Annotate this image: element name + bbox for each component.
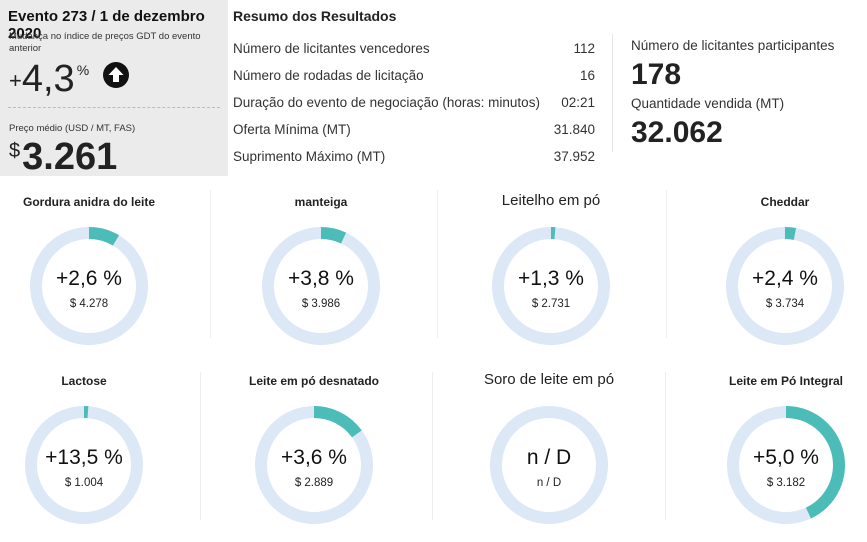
average-price: $ 3.261 xyxy=(9,137,117,177)
change-donut: n / D n / D xyxy=(488,404,610,526)
divider xyxy=(432,372,433,520)
summary-row-value: 112 xyxy=(573,41,595,56)
product-price: $ 3.734 xyxy=(765,298,805,310)
product-name: Leite em pó desnatado xyxy=(248,374,380,388)
summary-row-label: Suprimento Máximo (MT) xyxy=(233,149,386,164)
divider xyxy=(210,190,211,338)
change-value: 4,3 xyxy=(21,58,75,100)
participants-value: 178 xyxy=(631,58,682,91)
divider xyxy=(200,372,201,520)
change-unit: % xyxy=(76,62,90,78)
price-index-change: + 4,3 % xyxy=(9,58,89,100)
summary-row: Oferta Mínima (MT) 31.840 xyxy=(233,122,595,137)
product-change: +2,4 % xyxy=(752,267,818,290)
product-change: +13,5 % xyxy=(45,446,123,469)
product-card[interactable]: Leitelho em pó +1,3 % $ 2.731 xyxy=(442,192,660,363)
summary-row-value: 16 xyxy=(579,68,595,83)
summary-row-label: Número de licitantes vencedores xyxy=(233,41,430,56)
donut-fill xyxy=(25,406,143,524)
change-donut: +3,6 % $ 2.889 xyxy=(253,404,375,526)
product-change: +5,0 % xyxy=(753,446,819,469)
product-name: Leitelho em pó xyxy=(501,192,601,209)
product-change: +2,6 % xyxy=(56,267,122,290)
divider xyxy=(665,372,666,520)
summary-row-label: Duração do evento de negociação (horas: … xyxy=(233,95,540,110)
product-change: +1,3 % xyxy=(518,267,584,290)
product-change: n / D xyxy=(526,446,572,469)
divider xyxy=(666,190,667,338)
summary-row-label: Oferta Mínima (MT) xyxy=(233,122,351,137)
product-price: $ 4.278 xyxy=(69,298,109,310)
donut-fill xyxy=(262,227,380,345)
donut-fill xyxy=(727,406,845,524)
product-name: Soro de leite em pó xyxy=(483,371,615,388)
product-card[interactable]: manteiga +3,8 % $ 3.986 xyxy=(212,195,430,363)
summary-row: Suprimento Máximo (MT) 37.952 xyxy=(233,149,595,164)
product-card[interactable]: Cheddar +2,4 % $ 3.734 xyxy=(676,195,867,363)
event-summary-panel: Evento 273 / 1 de dezembro 2020 Mudança … xyxy=(0,0,228,177)
product-change: +3,6 % xyxy=(281,446,347,469)
summary-title: Resumo dos Resultados xyxy=(233,8,397,24)
summary-row-value: 37.952 xyxy=(553,149,595,164)
participants-label: Número de licitantes participantes xyxy=(631,38,835,53)
product-card[interactable]: Soro de leite em pó n / D n / D xyxy=(440,371,658,542)
product-price: $ 2.731 xyxy=(531,298,571,310)
donut-fill xyxy=(255,406,373,524)
summary-row: Número de licitantes vencedores 112 xyxy=(233,41,595,56)
summary-row-value: 31.840 xyxy=(553,122,595,137)
summary-row-label: Número de rodadas de licitação xyxy=(233,68,424,83)
change-donut: +13,5 % $ 1.004 xyxy=(23,404,145,526)
divider xyxy=(437,190,438,338)
quantity-label: Quantidade vendida (MT) xyxy=(631,96,785,111)
product-change: +3,8 % xyxy=(288,267,354,290)
arrow-up-circle-icon xyxy=(103,62,129,88)
product-price: $ 2.889 xyxy=(294,477,334,489)
event-stats: Número de licitantes participantes 178 Q… xyxy=(612,34,863,152)
quantity-value: 32.062 xyxy=(631,116,723,149)
product-card[interactable]: Lactose +13,5 % $ 1.004 xyxy=(0,374,193,542)
summary-row: Número de rodadas de licitação 16 xyxy=(233,68,595,83)
product-card[interactable]: Leite em Pó Integral +5,0 % $ 3.182 xyxy=(677,374,867,542)
product-name: Leite em Pó Integral xyxy=(728,374,844,388)
change-donut: +3,8 % $ 3.986 xyxy=(260,225,382,347)
price-index-change-label: Mudança no índice de preços GDT do event… xyxy=(9,31,201,54)
change-sign: + xyxy=(9,68,22,93)
donut-track xyxy=(490,406,608,524)
product-price: $ 3.986 xyxy=(301,298,341,310)
price-currency: $ xyxy=(9,140,21,162)
change-donut: +1,3 % $ 2.731 xyxy=(490,225,612,347)
event-title: Evento 273 / 1 de dezembro 2020 xyxy=(8,8,205,42)
change-donut: +2,4 % $ 3.734 xyxy=(724,225,846,347)
summary-row: Duração do evento de negociação (horas: … xyxy=(233,95,595,110)
donut-fill xyxy=(492,227,610,345)
product-card[interactable]: Leite em pó desnatado +3,6 % $ 2.889 xyxy=(205,374,423,542)
donut-fill xyxy=(30,227,148,345)
product-price: $ 3.182 xyxy=(766,477,806,489)
product-name: Lactose xyxy=(61,374,107,388)
divider xyxy=(8,107,220,108)
product-name: Cheddar xyxy=(760,195,810,209)
price-value: 3.261 xyxy=(22,136,118,178)
product-card[interactable]: Gordura anidra do leite +2,6 % $ 4.278 xyxy=(0,195,198,363)
donut-fill xyxy=(726,227,844,345)
product-price: $ 1.004 xyxy=(64,477,104,489)
average-price-label: Preço médio (USD / MT, FAS) xyxy=(9,123,136,134)
product-name: Gordura anidra do leite xyxy=(22,195,156,209)
change-donut: +5,0 % $ 3.182 xyxy=(725,404,847,526)
product-name: manteiga xyxy=(294,195,348,209)
summary-row-value: 02:21 xyxy=(561,95,595,110)
product-price: n / D xyxy=(536,477,562,489)
change-donut: +2,6 % $ 4.278 xyxy=(28,225,150,347)
